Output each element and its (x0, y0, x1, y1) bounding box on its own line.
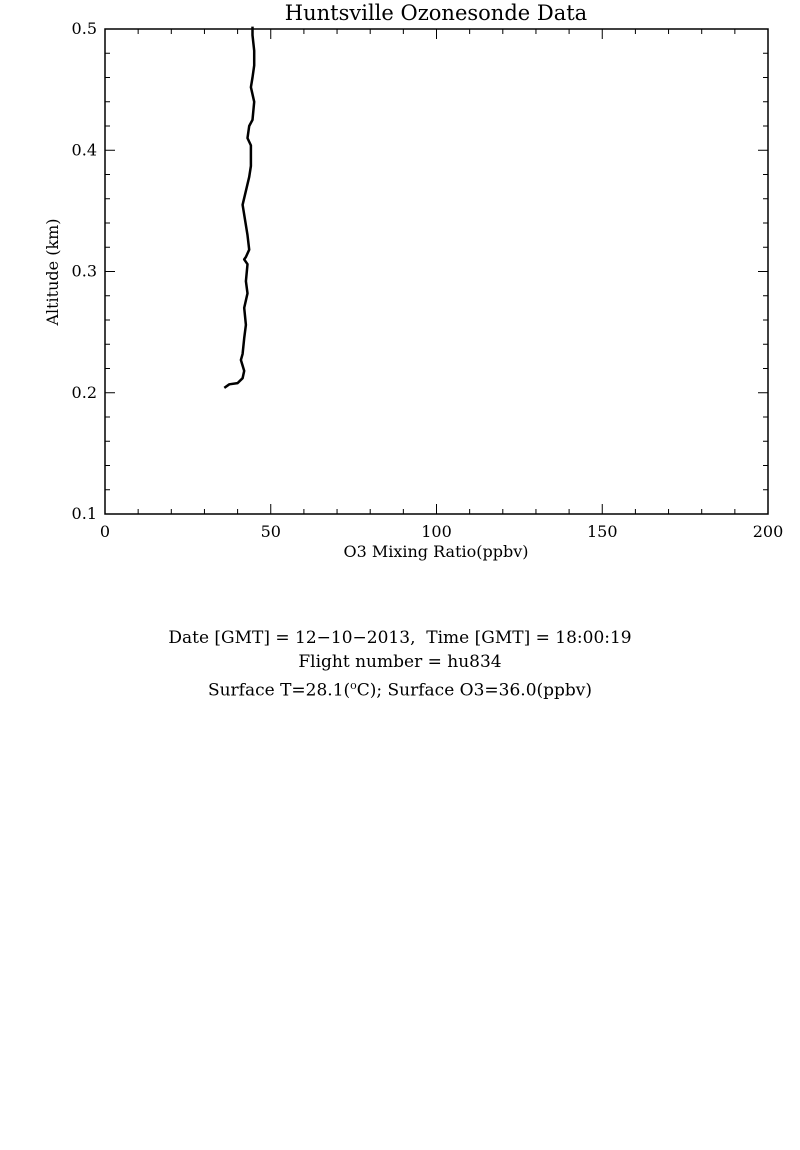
chart-title: Huntsville Ozonesonde Data (285, 1, 587, 25)
x-tick-labels: 0 50 100 150 200 (100, 522, 783, 541)
ozone-profile-line (223, 26, 256, 389)
x-tick-label: 100 (421, 522, 452, 541)
y-tick-labels: 0.1 0.2 0.3 0.4 0.5 (72, 19, 97, 523)
axis-ticks (104, 28, 769, 515)
series-group (223, 26, 256, 389)
x-tick-label: 150 (587, 522, 618, 541)
surface-ozone-text: C); Surface O3=36.0(ppbv) (356, 680, 593, 701)
chart: Huntsville Ozonesonde Data 0 50 100 150 200 … (43, 1, 783, 561)
x-tick-label: 200 (753, 522, 784, 541)
date-time-line: Date [GMT] = 12−10−2013, Time [GMT] = 18… (168, 628, 632, 648)
y-axis-label: Altitude (km) (43, 218, 62, 326)
x-tick-label: 50 (261, 522, 281, 541)
surface-conditions-line: Surface T=28.1(oC); Surface O3=36.0(ppbv… (0, 674, 800, 703)
y-tick-label: 0.4 (72, 140, 97, 159)
y-tick-label: 0.2 (72, 383, 97, 402)
x-axis-label: O3 Mixing Ratio(ppbv) (343, 542, 528, 561)
y-tick-label: 0.3 (72, 262, 97, 281)
flight-number-line: Flight number = hu834 (298, 652, 502, 672)
surface-temp-text: Surface T=28.1( (207, 680, 351, 701)
degree-symbol: o (350, 679, 357, 692)
x-tick-label: 0 (100, 522, 110, 541)
y-tick-label: 0.1 (72, 504, 97, 523)
flight-info: Date [GMT] = 12−10−2013, Time [GMT] = 18… (0, 626, 800, 703)
plot-frame (104, 28, 769, 515)
y-tick-label: 0.5 (72, 19, 97, 38)
